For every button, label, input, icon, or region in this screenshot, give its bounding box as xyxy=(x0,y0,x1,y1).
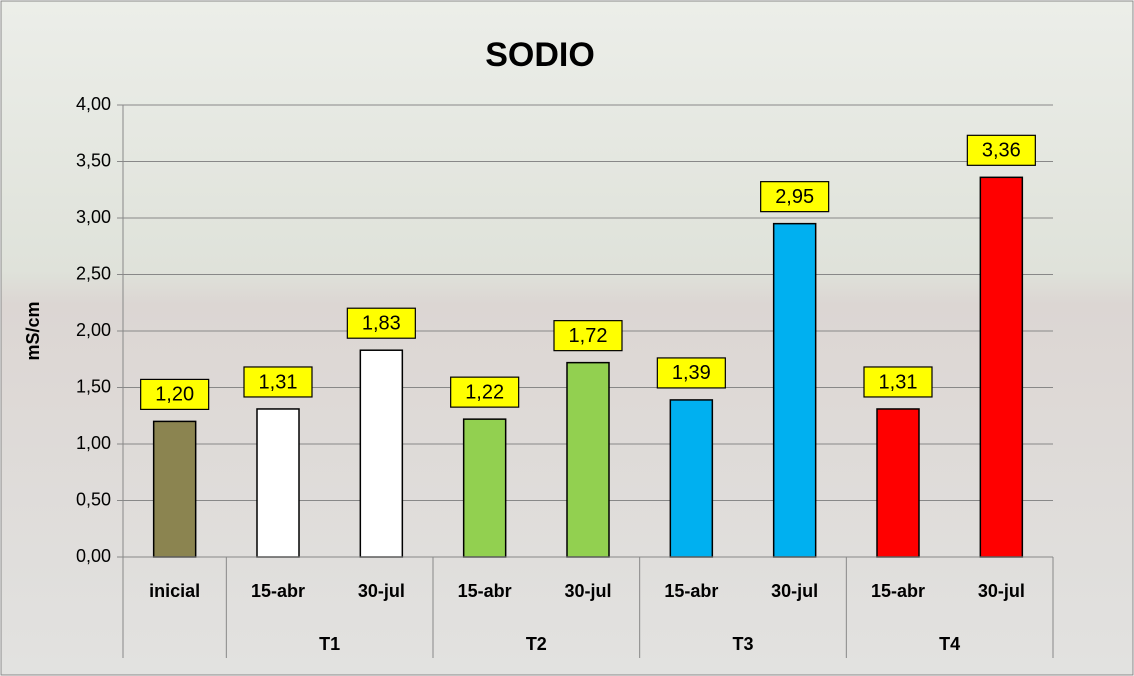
value-label: 1,39 xyxy=(672,362,711,384)
value-label: 1,31 xyxy=(259,371,298,393)
bar xyxy=(360,350,402,557)
x-tick-label: 30-jul xyxy=(978,581,1025,601)
bar xyxy=(980,177,1022,557)
group-label: T1 xyxy=(319,634,340,654)
value-label: 1,22 xyxy=(465,381,504,403)
y-tick-label: 2,00 xyxy=(76,320,111,340)
value-label: 1,20 xyxy=(155,384,194,406)
y-tick-label: 1,00 xyxy=(76,433,111,453)
y-tick-label: 3,50 xyxy=(76,150,111,170)
x-tick-label: 15-abr xyxy=(251,581,305,601)
x-tick-label: 15-abr xyxy=(871,581,925,601)
x-tick-label: 15-abr xyxy=(458,581,512,601)
y-tick-label: 0,50 xyxy=(76,489,111,509)
x-tick-label: 30-jul xyxy=(771,581,818,601)
group-label: T2 xyxy=(526,634,547,654)
value-label: 1,31 xyxy=(879,371,918,393)
x-tick-label: 30-jul xyxy=(564,581,611,601)
y-axis-label: mS/cm xyxy=(23,301,43,360)
chart-title: SODIO xyxy=(485,36,595,74)
bar xyxy=(154,421,196,557)
group-label: T4 xyxy=(939,634,960,654)
y-tick-label: 3,00 xyxy=(76,207,111,227)
y-tick-label: 0,00 xyxy=(76,546,111,566)
value-label: 1,83 xyxy=(362,312,401,334)
x-tick-label: 30-jul xyxy=(358,581,405,601)
bar xyxy=(670,400,712,557)
y-tick-label: 1,50 xyxy=(76,376,111,396)
x-tick-label: 15-abr xyxy=(664,581,718,601)
group-label: T3 xyxy=(732,634,753,654)
bar xyxy=(774,224,816,557)
x-tick-label: inicial xyxy=(149,581,200,601)
bar xyxy=(257,409,299,557)
y-tick-label: 2,50 xyxy=(76,263,111,283)
value-label: 2,95 xyxy=(775,186,814,208)
value-label: 1,72 xyxy=(569,325,608,347)
y-tick-label: 4,00 xyxy=(76,94,111,114)
chart: SODIO mS/cm 0,00 0,50 1,00 1,50 2,00 2,50 3,00… xyxy=(0,0,1134,676)
bar xyxy=(877,409,919,557)
bar xyxy=(567,363,609,557)
bar xyxy=(464,419,506,557)
value-label: 3,36 xyxy=(982,140,1021,162)
